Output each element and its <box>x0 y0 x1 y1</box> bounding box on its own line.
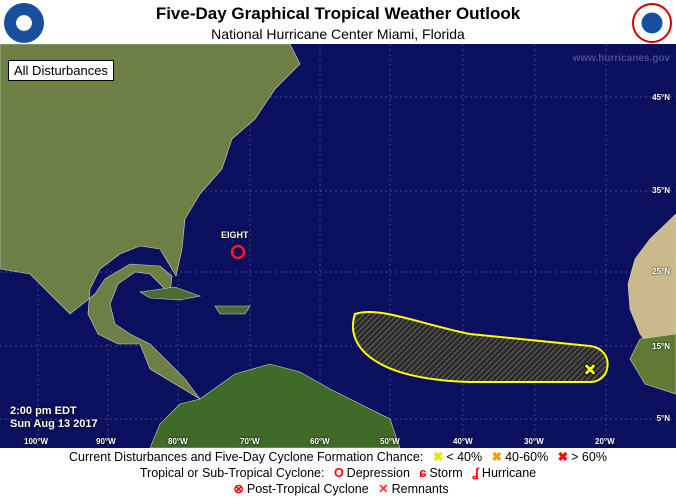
hurricane-icon: ʆ <box>472 466 479 480</box>
lon-100: 100°W <box>24 437 49 446</box>
post-tropical-icon: ⊗ <box>233 482 244 496</box>
watermark: www.hurricanes.gov <box>572 53 670 64</box>
lat-5: 5°N <box>656 414 670 423</box>
lat-15: 15°N <box>652 342 670 351</box>
legend-post-tropical: Post-Tropical Cyclone <box>246 482 369 496</box>
legend-row-disturbances: Current Disturbances and Five-Day Cyclon… <box>0 449 676 465</box>
timestamp-date: Sun Aug 13 2017 <box>10 418 98 430</box>
legend-storm: Storm <box>429 466 463 480</box>
lon-30: 30°W <box>524 437 544 446</box>
noaa-logo <box>4 3 44 43</box>
timestamp: 2:00 pm EDT Sun Aug 13 2017 <box>10 405 98 431</box>
header: Five-Day Graphical Tropical Weather Outl… <box>0 0 676 44</box>
lon-80: 80°W <box>168 437 188 446</box>
disturbance-area <box>351 311 609 383</box>
depression-circle-icon: O <box>333 466 344 480</box>
storm-label-eight: EIGHT <box>221 230 249 240</box>
svg-text:✖: ✖ <box>582 360 597 381</box>
disturbance-x-icon: ✖ <box>582 360 598 382</box>
lon-50: 50°W <box>380 437 400 446</box>
map-graphic: ✖ <box>0 43 676 449</box>
landmass <box>0 43 676 449</box>
legend-high: > 60% <box>571 450 607 464</box>
legend-remnants: Remnants <box>391 482 449 496</box>
legend-hurricane: Hurricane <box>481 466 537 480</box>
legend-row-other: ⊗ Post-Tropical Cyclone ✕ Remnants <box>0 481 676 497</box>
lon-70: 70°W <box>240 437 260 446</box>
lat-25: 25°N <box>652 267 670 276</box>
legend-disturbances-label: Current Disturbances and Five-Day Cyclon… <box>69 450 424 464</box>
lon-20: 20°W <box>595 437 615 446</box>
all-disturbances-badge: All Disturbances <box>8 60 114 81</box>
page-title: Five-Day Graphical Tropical Weather Outl… <box>155 4 521 23</box>
remnants-x-icon: ✕ <box>378 482 389 496</box>
legend-cyclone-label: Tropical or Sub-Tropical Cyclone: <box>139 466 325 480</box>
storm-icon: ɕ <box>419 466 427 480</box>
legend: Current Disturbances and Five-Day Cyclon… <box>0 449 676 497</box>
x-orange-icon: ✖ <box>491 450 503 464</box>
legend-row-cyclones: Tropical or Sub-Tropical Cyclone: O Depre… <box>0 465 676 481</box>
timestamp-time: 2:00 pm EDT <box>10 405 77 417</box>
x-red-icon: ✖ <box>557 450 569 464</box>
legend-low: < 40% <box>446 450 483 464</box>
lat-35: 35°N <box>652 186 670 195</box>
nws-logo <box>632 3 672 43</box>
legend-mid: 40-60% <box>505 450 549 464</box>
legend-depression: Depression <box>346 466 410 480</box>
outlook-map: ✖ EIGHT 45°N 35°N 25°N 15°N 5°N 100°W 90… <box>0 43 676 449</box>
x-yellow-icon: ✖ <box>432 450 444 464</box>
lat-45: 45°N <box>652 93 670 102</box>
depression-icon <box>230 244 246 260</box>
lon-60: 60°W <box>310 437 330 446</box>
page-subtitle: National Hurricane Center Miami, Florida <box>211 26 465 42</box>
lon-90: 90°W <box>96 437 116 446</box>
lon-40: 40°W <box>453 437 473 446</box>
